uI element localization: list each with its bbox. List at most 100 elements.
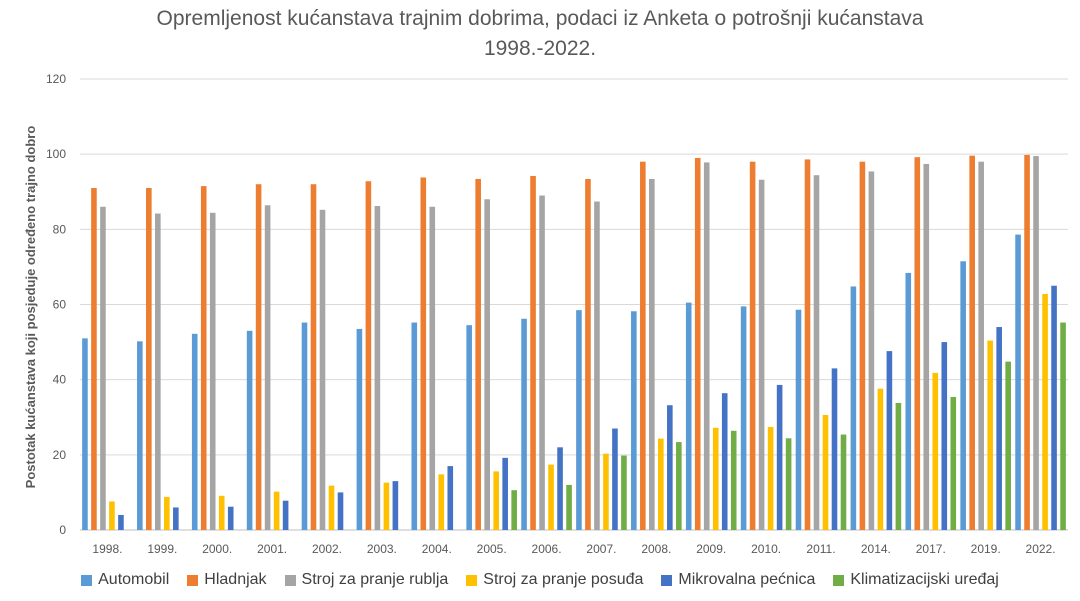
bar-stroj-za-pranje-rublja-2006 <box>539 195 545 530</box>
bar-klimatizacijski-ure-aj-2022 <box>1060 322 1066 530</box>
legend-item: Mikrovalna pećnica <box>661 571 815 589</box>
bar-stroj-za-pranje-rublja-2002 <box>319 209 326 531</box>
bar-stroj-za-pranje-rublja-2017 <box>923 163 930 530</box>
bar-hladnjak-2005 <box>475 178 481 530</box>
y-tick-label: 100 <box>46 147 66 161</box>
chart-title: Opremljenost kućanstava trajnim dobrima,… <box>0 4 1080 64</box>
x-tick-label: 2004. <box>422 542 452 556</box>
x-tick-label: 2014. <box>861 542 891 556</box>
x-tick-label: 2017. <box>916 542 946 556</box>
bar-stroj-za-pranje-posu-a-2017 <box>932 372 939 530</box>
bar-automobil-2008 <box>631 311 637 530</box>
bar-stroj-za-pranje-posu-a-2022 <box>1042 293 1048 530</box>
bar-hladnjak-2014 <box>859 161 866 530</box>
bar-stroj-za-pranje-posu-a-2011 <box>822 415 829 530</box>
bar-automobil-2010 <box>740 306 747 530</box>
bar-mikrovalna-pe-nica-2022 <box>1051 285 1057 530</box>
bar-automobil-2007 <box>576 310 582 530</box>
bar-automobil-2009 <box>685 302 692 530</box>
x-tick-label: 2022. <box>1026 542 1056 556</box>
bar-klimatizacijski-ure-aj-2010 <box>785 438 792 530</box>
chart-title-line-2: 1998.-2022. <box>483 37 597 60</box>
bar-mikrovalna-pe-nica-2010 <box>776 384 783 530</box>
bar-mikrovalna-pe-nica-2005 <box>502 457 508 530</box>
y-axis-ticks: 0 20 40 60 80 100 120 <box>46 72 66 537</box>
bar-stroj-za-pranje-rublja-2019 <box>978 161 984 530</box>
bar-klimatizacijski-ure-aj-2017 <box>950 396 957 530</box>
bar-stroj-za-pranje-posu-a-2010 <box>767 427 774 530</box>
bar-mikrovalna-pe-nica-2002 <box>337 492 344 530</box>
x-tick-label: 2002. <box>312 542 342 556</box>
bar-automobil-2000 <box>191 333 198 530</box>
bar-automobil-2014 <box>850 286 857 530</box>
bar-mikrovalna-pe-nica-2000 <box>227 506 234 530</box>
bar-stroj-za-pranje-rublja-2014 <box>868 171 875 530</box>
y-tick-label: 60 <box>53 298 67 312</box>
y-tick-label: 20 <box>53 448 67 462</box>
bar-stroj-za-pranje-posu-a-2001 <box>273 491 280 530</box>
bar-automobil-2002 <box>301 322 308 530</box>
x-tick-label: 1998. <box>92 542 122 556</box>
bar-stroj-za-pranje-rublja-2001 <box>264 205 271 530</box>
bar-mikrovalna-pe-nica-1999 <box>173 507 179 530</box>
x-tick-label: 2008. <box>641 542 671 556</box>
legend-label: Stroj za pranje rublja <box>301 571 449 588</box>
bar-stroj-za-pranje-rublja-1999 <box>155 213 161 531</box>
bar-automobil-2019 <box>960 261 966 530</box>
bar-hladnjak-2004 <box>420 177 427 530</box>
bar-mikrovalna-pe-nica-2001 <box>282 500 289 530</box>
bar-hladnjak-2008 <box>640 161 646 530</box>
legend-swatch <box>187 574 199 586</box>
bar-stroj-za-pranje-rublja-2008 <box>649 178 655 530</box>
legend-item: Stroj za pranje rublja <box>284 571 449 589</box>
bar-mikrovalna-pe-nica-2003 <box>392 481 399 530</box>
bar-stroj-za-pranje-rublja-2022 <box>1033 156 1039 531</box>
bar-stroj-za-pranje-posu-a-2003 <box>383 482 390 530</box>
legend-swatch <box>466 574 478 586</box>
bar-hladnjak-2010 <box>749 161 756 530</box>
bar-mikrovalna-pe-nica-2008 <box>667 405 673 530</box>
x-tick-label: 2011. <box>806 542 835 556</box>
bar-klimatizacijski-ure-aj-2005 <box>511 490 517 530</box>
bar-stroj-za-pranje-rublja-2007 <box>594 201 600 530</box>
x-tick-label: 2007. <box>586 542 616 556</box>
bar-klimatizacijski-ure-aj-2019 <box>1005 361 1011 530</box>
bar-klimatizacijski-ure-aj-2006 <box>566 484 572 530</box>
bar-klimatizacijski-ure-aj-2014 <box>895 402 902 530</box>
legend-item: Hladnjak <box>187 571 267 589</box>
legend-swatch <box>284 574 296 586</box>
legend-item: Klimatizacijski uređaj <box>833 571 999 589</box>
legend-label: Hladnjak <box>204 571 267 588</box>
x-tick-label: 2005. <box>477 542 507 556</box>
bar-automobil-1998 <box>82 338 88 530</box>
x-tick-label: 2009. <box>696 542 726 556</box>
bar-hladnjak-2022 <box>1024 154 1030 531</box>
bars <box>82 154 1066 531</box>
bar-automobil-2011 <box>795 309 802 530</box>
bar-stroj-za-pranje-rublja-2010 <box>758 179 765 530</box>
x-tick-label: 2000. <box>202 542 232 556</box>
x-axis-ticks: 1998. 1999. 2000. 2001. 2002. 2003. 2004. 2005.… <box>92 542 1055 556</box>
bar-hladnjak-2011 <box>804 159 811 530</box>
bar-automobil-2003 <box>356 328 363 530</box>
bar-automobil-2004 <box>411 322 418 530</box>
bar-stroj-za-pranje-rublja-2003 <box>374 206 381 530</box>
bar-automobil-2001 <box>246 330 253 530</box>
bar-stroj-za-pranje-posu-a-2004 <box>438 474 445 530</box>
bar-hladnjak-2006 <box>530 175 536 530</box>
bar-hladnjak-1999 <box>146 187 152 531</box>
bar-mikrovalna-pe-nica-2009 <box>721 393 728 530</box>
bar-automobil-2005 <box>466 325 472 530</box>
y-tick-label: 80 <box>53 222 67 236</box>
y-tick-label: 0 <box>59 523 66 537</box>
bar-klimatizacijski-ure-aj-2011 <box>840 434 847 530</box>
bar-stroj-za-pranje-posu-a-2007 <box>603 453 609 530</box>
legend-item: Stroj za pranje posuđa <box>466 571 643 589</box>
bar-stroj-za-pranje-rublja-2011 <box>813 175 820 530</box>
bar-klimatizacijski-ure-aj-2009 <box>730 430 737 530</box>
bar-hladnjak-2000 <box>200 186 207 531</box>
y-tick-label: 120 <box>46 72 66 86</box>
bar-stroj-za-pranje-rublja-2009 <box>703 162 710 530</box>
bar-stroj-za-pranje-rublja-2004 <box>429 206 436 530</box>
legend-swatch <box>833 574 845 586</box>
